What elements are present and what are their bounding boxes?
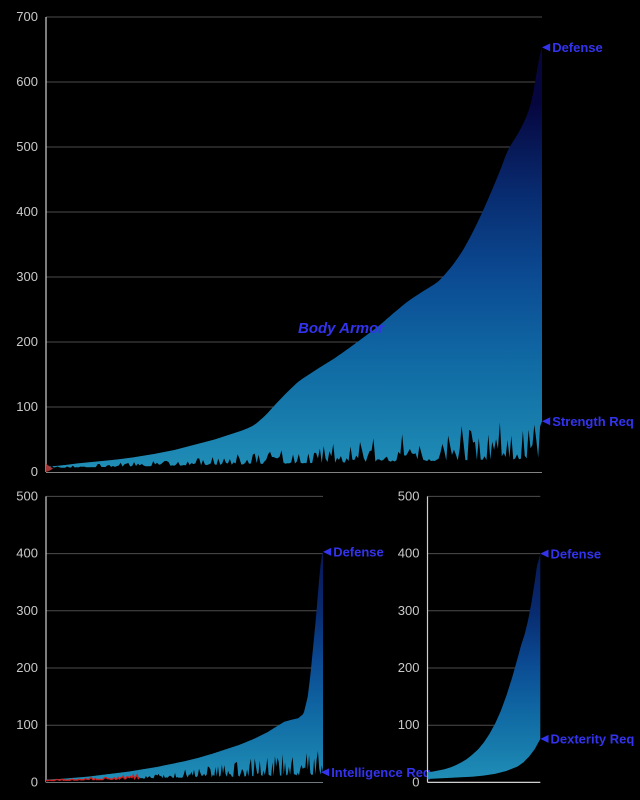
svg-text:Dexterity Req: Dexterity Req <box>551 732 635 747</box>
svg-text:500: 500 <box>398 488 420 503</box>
svg-text:100: 100 <box>398 717 420 732</box>
svg-text:Body Armor: Body Armor <box>298 320 385 337</box>
svg-text:0: 0 <box>412 774 419 789</box>
svg-text:300: 300 <box>16 603 38 618</box>
svg-text:100: 100 <box>16 399 38 414</box>
svg-text:300: 300 <box>398 603 420 618</box>
svg-text:0: 0 <box>31 464 38 479</box>
svg-text:Defense: Defense <box>552 40 603 55</box>
svg-text:200: 200 <box>16 334 38 349</box>
svg-text:600: 600 <box>16 74 38 89</box>
svg-text:100: 100 <box>16 717 38 732</box>
svg-text:Defense: Defense <box>333 545 384 560</box>
svg-text:Strength Req: Strength Req <box>552 414 634 429</box>
svg-text:500: 500 <box>16 488 38 503</box>
svg-text:Defense: Defense <box>551 546 602 561</box>
svg-text:400: 400 <box>16 546 38 561</box>
svg-text:200: 200 <box>398 660 420 675</box>
svg-text:400: 400 <box>398 546 420 561</box>
svg-text:500: 500 <box>16 139 38 154</box>
svg-text:200: 200 <box>16 660 38 675</box>
svg-text:0: 0 <box>31 774 38 789</box>
svg-text:700: 700 <box>16 9 38 24</box>
svg-text:400: 400 <box>16 204 38 219</box>
svg-text:300: 300 <box>16 269 38 284</box>
